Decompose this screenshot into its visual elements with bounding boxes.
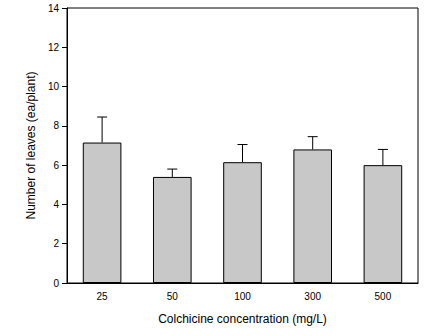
svg-text:10: 10 <box>48 81 60 92</box>
svg-text:14: 14 <box>48 3 60 14</box>
svg-text:12: 12 <box>48 42 60 53</box>
svg-text:2: 2 <box>53 238 59 249</box>
svg-text:6: 6 <box>53 160 59 171</box>
svg-text:0: 0 <box>53 278 59 289</box>
svg-text:300: 300 <box>304 291 321 302</box>
svg-text:100: 100 <box>234 291 251 302</box>
svg-text:Colchicine concentration (mg/L: Colchicine concentration (mg/L) <box>158 312 327 326</box>
svg-text:50: 50 <box>167 291 179 302</box>
svg-text:8: 8 <box>53 120 59 131</box>
svg-text:Number of leaves (ea/plant): Number of leaves (ea/plant) <box>24 71 38 219</box>
svg-text:25: 25 <box>97 291 109 302</box>
svg-text:500: 500 <box>375 291 392 302</box>
svg-text:4: 4 <box>53 199 59 210</box>
